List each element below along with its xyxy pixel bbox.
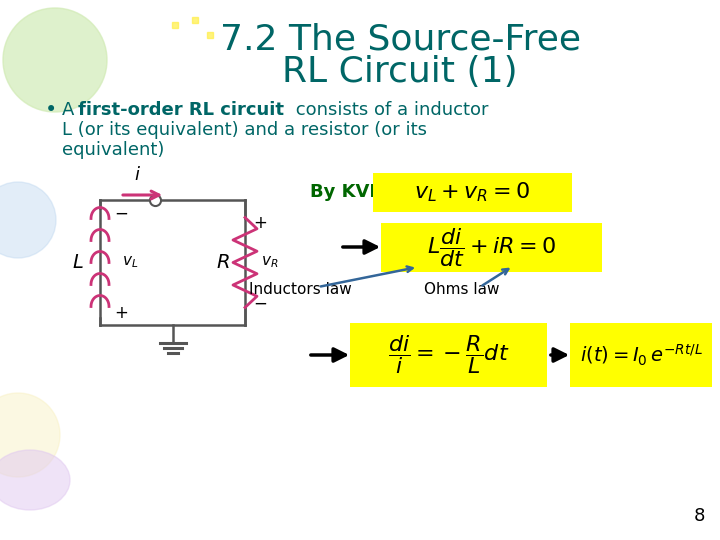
- Text: L (or its equivalent) and a resistor (or its: L (or its equivalent) and a resistor (or…: [62, 121, 427, 139]
- Text: $v_L$: $v_L$: [122, 255, 138, 271]
- Text: $v_R$: $v_R$: [261, 255, 279, 271]
- Text: consists of a inductor: consists of a inductor: [290, 101, 488, 119]
- Text: 7.2 The Source-Free: 7.2 The Source-Free: [220, 23, 580, 57]
- Circle shape: [3, 8, 107, 112]
- Text: $L$: $L$: [72, 253, 84, 272]
- Text: $v_L + v_R = 0$: $v_L + v_R = 0$: [414, 181, 531, 204]
- Text: $L\dfrac{di}{dt} + iR = 0$: $L\dfrac{di}{dt} + iR = 0$: [427, 226, 556, 269]
- FancyBboxPatch shape: [350, 323, 547, 387]
- FancyBboxPatch shape: [381, 223, 602, 272]
- Text: first-order RL circuit: first-order RL circuit: [78, 101, 284, 119]
- Text: $+$: $+$: [114, 303, 128, 321]
- Circle shape: [0, 393, 60, 477]
- FancyBboxPatch shape: [570, 323, 712, 387]
- Circle shape: [3, 8, 107, 112]
- Text: $i(t) = I_0\,e^{-Rt/L}$: $i(t) = I_0\,e^{-Rt/L}$: [580, 342, 703, 368]
- Text: •: •: [45, 100, 58, 120]
- Circle shape: [0, 182, 56, 258]
- Text: 8: 8: [693, 507, 705, 525]
- Text: $R$: $R$: [216, 253, 230, 272]
- Text: $-$: $-$: [253, 294, 267, 312]
- Text: Inductors law: Inductors law: [248, 282, 351, 298]
- Text: A: A: [62, 101, 80, 119]
- Text: RL Circuit (1): RL Circuit (1): [282, 55, 518, 89]
- Text: equivalent): equivalent): [62, 141, 164, 159]
- Text: $-$: $-$: [114, 204, 128, 221]
- Text: $+$: $+$: [253, 213, 267, 232]
- Text: $i$: $i$: [134, 166, 141, 184]
- Ellipse shape: [0, 450, 70, 510]
- Text: $\dfrac{di}{i} = -\dfrac{R}{L}dt$: $\dfrac{di}{i} = -\dfrac{R}{L}dt$: [388, 334, 509, 376]
- Text: Ohms law: Ohms law: [424, 282, 500, 298]
- FancyBboxPatch shape: [373, 173, 572, 212]
- Text: By KVL: By KVL: [310, 183, 381, 201]
